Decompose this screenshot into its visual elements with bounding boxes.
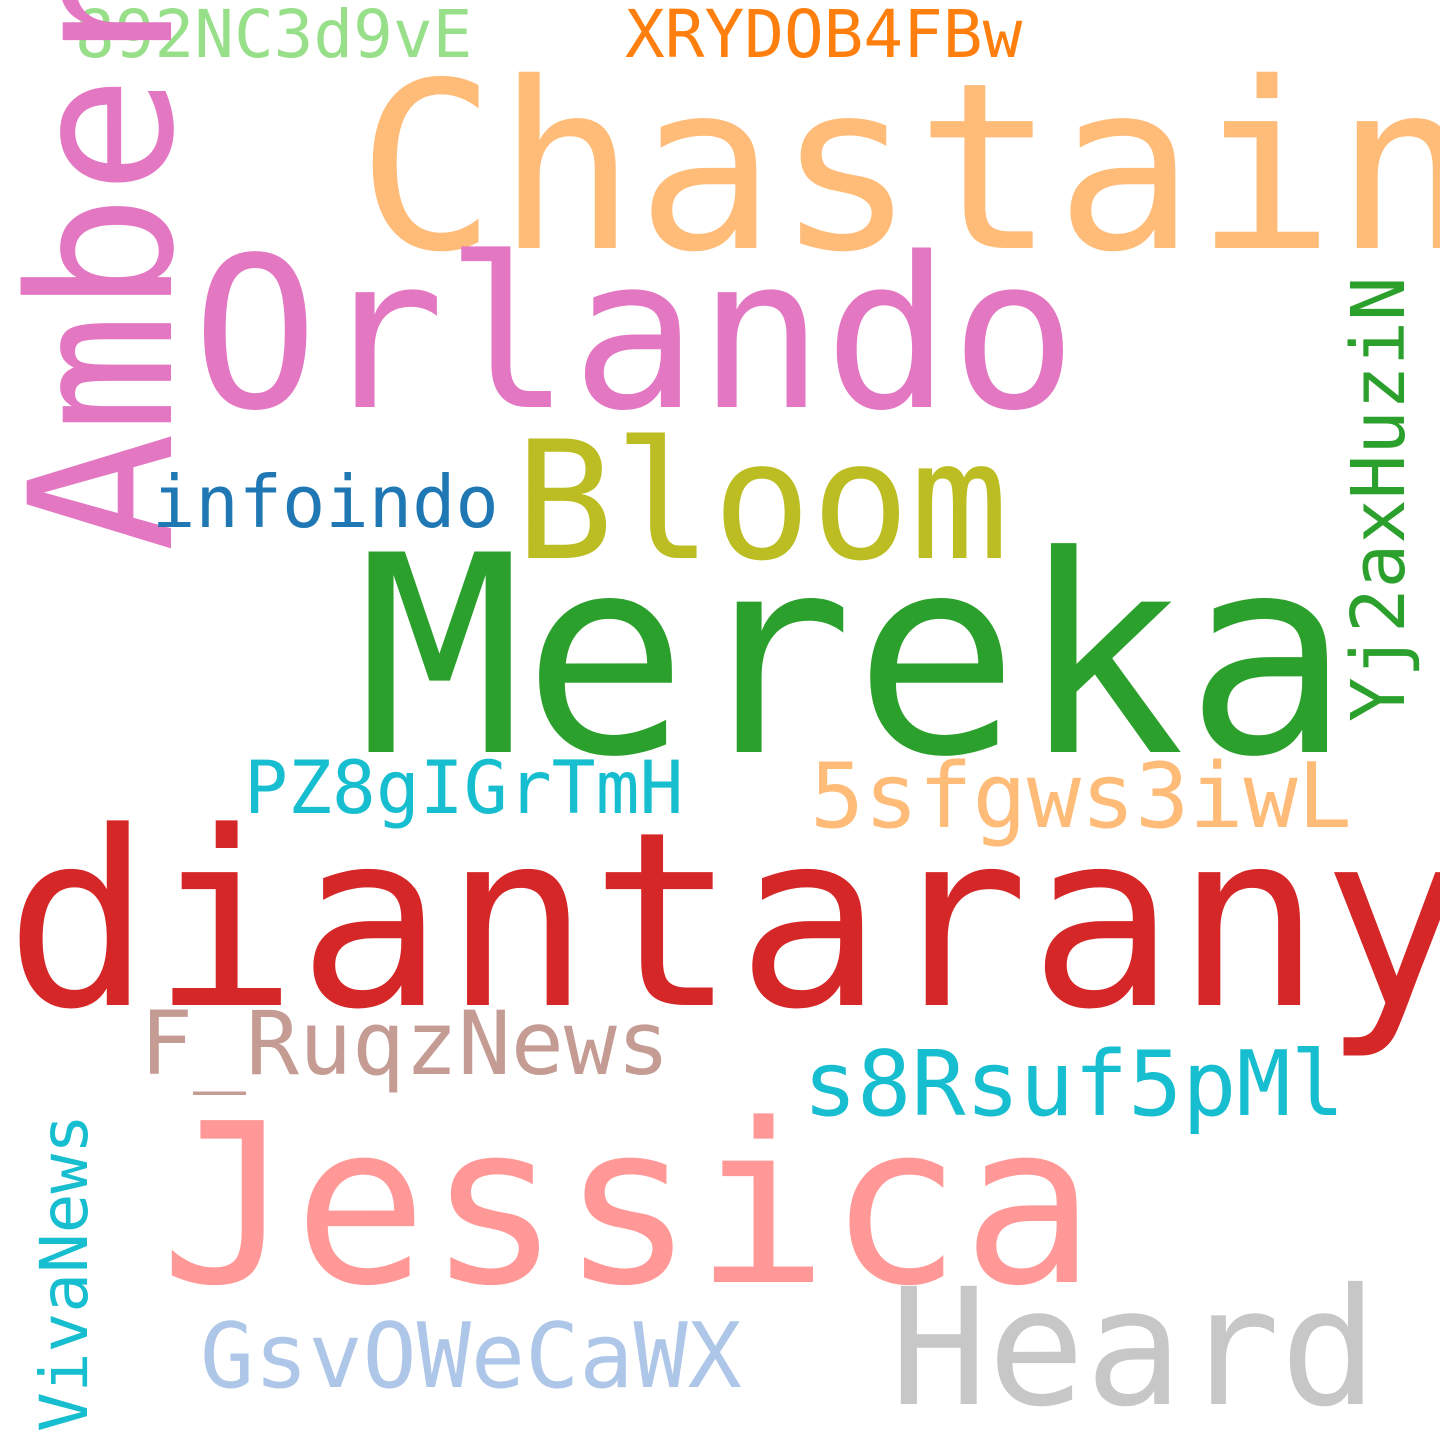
word-Chastain: Chastain [357,33,1440,303]
word-diantaranya: diantaranya [5,780,1440,1063]
word-s8Rsuf5pMl: s8Rsuf5pMl [803,1032,1345,1137]
word-Yj2axHuziN: Yj2axHuziN [1336,276,1422,722]
word-Orlando: Orlando [192,212,1078,457]
word-F_RuqzNews: F_RuqzNews [140,992,670,1095]
word-Bloom: Bloom [515,406,1009,597]
word-infoindo: infoindo [152,460,499,544]
word-892NC3d9vE: 892NC3d9vE [75,0,473,73]
word-5sfgws3iwL: 5sfgws3iwL [810,744,1352,849]
word-GsvOWeCaWX: GsvOWeCaWX [200,1304,742,1409]
word-XRYDOB4FBw: XRYDOB4FBw [625,0,1023,73]
word-VivaNews: VivaNews [26,1114,103,1432]
word-PZ8gIGrTmH: PZ8gIGrTmH [244,746,684,831]
word-Jessica: Jessica [160,1077,1096,1335]
word-Mereka: Mereka [357,497,1351,817]
word-Heard: Heard [890,1255,1378,1440]
